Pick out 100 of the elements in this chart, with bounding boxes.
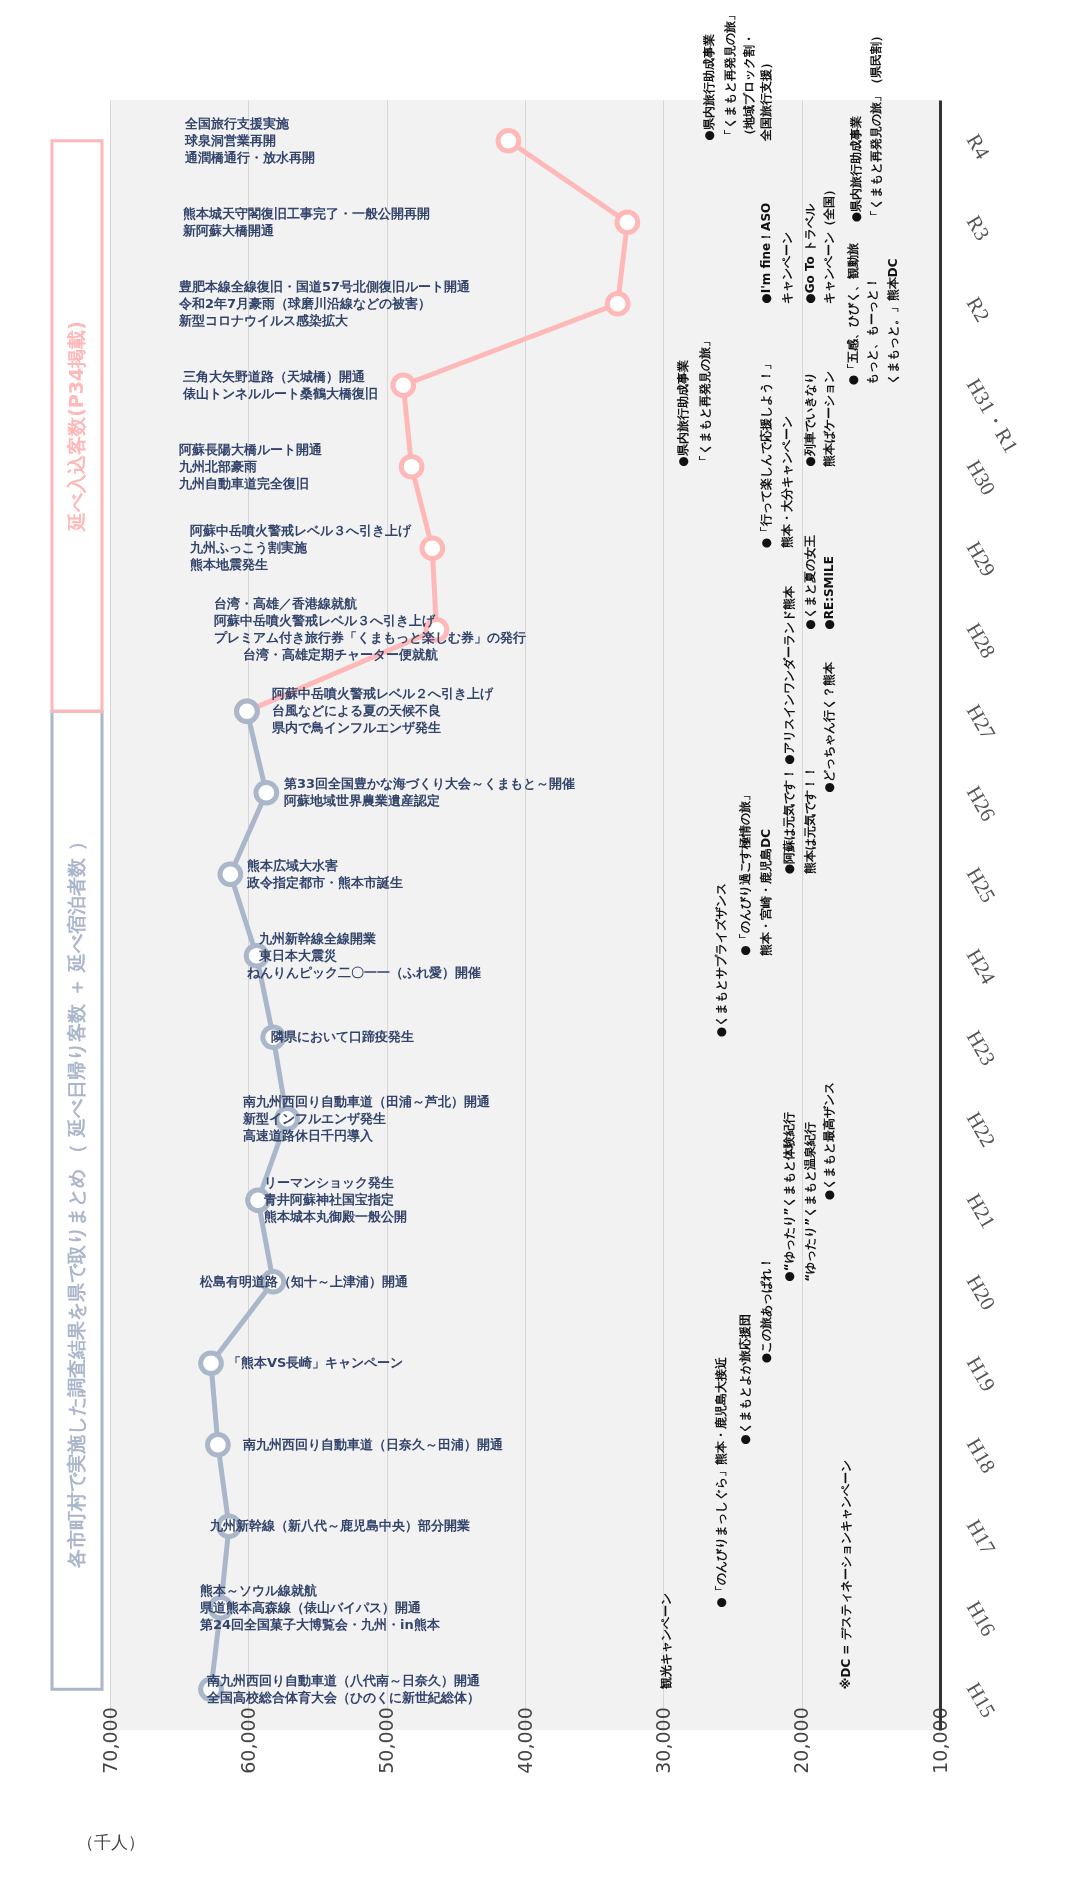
annotation: ●阿蘇は元気です！ (782, 767, 796, 875)
annotation: ●県内旅行助成事業 (676, 360, 690, 467)
point (205, 1431, 231, 1458)
annotation: 東日本大震災 (258, 947, 337, 963)
annotation: 台湾・高雄／香港線就航 (214, 596, 357, 612)
x-tick-label: 20,000 (790, 1707, 813, 1774)
annotation: ●I'm fine！ASO (759, 202, 773, 304)
annotation: 新型コロナウイルス感染拡大 (178, 312, 349, 328)
annotation: 令和2年7月豪雨（球磨川沿線などの被害） (178, 295, 432, 311)
annotation: 豊肥本線全線復旧・国道57号北側復旧ルート開通 (178, 278, 472, 294)
annotation: ねんりんピック二〇一一（ふれ愛）開催 (247, 964, 481, 980)
annotation: 阿蘇中岳噴火警戒レベル３へ引き上げ (214, 613, 436, 629)
annotation: くまもっと。」熊本DC (886, 258, 900, 386)
annotation: 熊本ばケーション (822, 370, 836, 467)
annotation: 青井阿蘇神社国宝指定 (263, 1192, 394, 1208)
annotation: キャンペーン（全国） (822, 183, 836, 304)
annotation: 隣県において口蹄疫発生 (271, 1029, 414, 1045)
annotation: ●県内旅行助成事業 (849, 115, 863, 223)
annotation: 球泉洞営業再開 (184, 132, 276, 148)
annotation: 第33回全国豊かな海づくり大会～くまもと～開催 (283, 776, 576, 792)
annotation: 通潤橋通行・放水再開 (184, 149, 315, 165)
annotation: 全国旅行支援実施 (184, 115, 290, 131)
annotation: 観光キャンペーン (659, 1593, 673, 1691)
annotation: ●県内旅行助成事業 (702, 34, 716, 141)
annotation: 台湾・高雄定期チャーター便就航 (243, 647, 438, 663)
annotation: 阿蘇中岳噴火警戒レベル２へ引き上げ (272, 686, 494, 702)
annotation: ●「行って楽しんで応援しよう！」 (759, 357, 773, 549)
point (604, 290, 631, 317)
x-tick-label: 40,000 (513, 1707, 536, 1774)
y-tick-label: R4 (961, 129, 995, 164)
annotation: プレミアム付き旅行券「くまもっと楽しむ券」の発行 (214, 630, 526, 646)
annotation: ●くまもとよか旅応援団 (738, 1314, 752, 1445)
annotation: 県内で鳥インフルエンザ発生 (271, 720, 441, 736)
annotation: 新型インフルエンザ発生 (242, 1110, 386, 1126)
annotation: 熊本城本丸御殿一般公開 (264, 1209, 407, 1225)
annotation: 阿蘇長陽大橋ルート開通 (179, 441, 323, 457)
point (398, 453, 425, 480)
annotation: 熊本～ソウル線就航 (200, 1582, 317, 1598)
annotation: ●「五感、ひびく、観動旅 (846, 241, 860, 386)
annotation: 全国旅行支援） (759, 56, 773, 142)
annotation: リーマンショック発生 (264, 1175, 394, 1191)
annotation: 第24回全国菓子大博覧会・九州・in熊本 (199, 1616, 441, 1632)
x-axis-title: （千人） (76, 1831, 145, 1852)
point (217, 861, 244, 888)
annotation: ●くまと夏の女王 (803, 535, 817, 630)
annotation: 熊本城天守閣復旧工事完了・一般公開再開 (183, 205, 430, 221)
annotation: 熊本地震発生 (190, 557, 268, 573)
annotation: 「くまもと再発見の旅」 (723, 8, 737, 141)
annotation: 松島有明道路（知十～上津浦）開通 (199, 1273, 409, 1289)
annotation: 政令指定都市・熊本市誕生 (246, 874, 403, 890)
annotation: ●“ゆったり”くまもと体験紀行 (782, 1111, 796, 1282)
annotation: 新阿蘇大橋開通 (182, 222, 275, 238)
point (253, 779, 280, 806)
x-tick-label: 50,000 (375, 1707, 398, 1774)
annotation: 熊本・宮崎・鹿児島DC (759, 828, 773, 956)
annotation: ●くまもと最高ザンス (822, 1081, 836, 1201)
y-tick-label: H27 (961, 700, 1001, 744)
annotation: 九州新幹線全線開業 (258, 930, 376, 946)
annotation: 九州ふっこう割実施 (189, 540, 308, 556)
x-tick-label: 60,000 (236, 1707, 259, 1774)
annotation: “ゆったり”くまもと温泉紀行 (803, 1121, 817, 1282)
annotation: ●この旅あっぱれ！ (759, 1256, 773, 1364)
point (198, 1350, 224, 1377)
annotation: 「くまもと再発見の旅」 (698, 334, 712, 467)
x-tick-label: 30,000 (651, 1707, 674, 1774)
x-tick-label: 70,000 (98, 1707, 121, 1774)
annotation: ※DC = デスティネーションキャンペーン (839, 1460, 853, 1690)
annotation: 九州新幹線（新八代～鹿児島中央）部分開業 (209, 1518, 470, 1534)
annotation: 九州北部豪雨 (178, 458, 257, 474)
point (419, 535, 446, 562)
annotation: ●くまもとサプライズザンス (714, 882, 728, 1038)
annotation: 「くまもと再発見の旅」（県民割） (869, 30, 883, 223)
annotation: ●アリスインワンダーランド熊本 (782, 585, 796, 765)
annotation: 「熊本VS長崎」キャンペーン (228, 1355, 404, 1371)
text: 各市町村で実施した調査結果を県で取りまとめ （ 延べ日帰り客数 ＋ 延べ宿泊者数 ） (65, 832, 87, 1570)
y-tick-label: H17 (961, 1515, 1001, 1559)
annotation: 三角大矢野道路（天城橋）開通 (183, 368, 366, 384)
annotation: もっと、もーっと！ (865, 277, 879, 386)
annotation: 俵山トンネルルート桑鶴大橋復旧 (182, 385, 378, 401)
annotation: 南九州西回り自動車道（田浦～芦北）開通 (242, 1093, 491, 1109)
y-tick-label: R2 (961, 292, 995, 326)
point (390, 372, 417, 399)
annotation: ●列車でいきなり (803, 372, 817, 467)
annotation: 台風などによる夏の天候不良 (272, 703, 441, 719)
annotation: 阿蘇地域世界農業遺産認定 (284, 793, 440, 809)
annotation: キャンペーン (780, 231, 794, 304)
annotation: 阿蘇中岳噴火警戒レベル３へ引き上げ (190, 523, 412, 539)
annotation: ●「のんびりまっしぐら」熊本・鹿児島大接近 (714, 1356, 728, 1608)
annotation: 南九州西回り自動車道（日奈久～田浦）開通 (242, 1436, 504, 1452)
annotation: ●どっちゃん行く？熊本 (822, 661, 836, 793)
annotation: ●RE:SMILE (822, 556, 836, 630)
annotation: （地域ブロック割・ (742, 32, 756, 141)
annotation: 熊本・大分キャンペーン (780, 416, 794, 549)
point (614, 209, 641, 236)
annotation: 熊本は元気です！！ (803, 766, 817, 875)
point (495, 127, 522, 154)
annotation: 九州自動車道完全復旧 (178, 475, 309, 491)
annotation: 県道熊本高森線（俵山バイパス）開通 (199, 1599, 422, 1615)
annotation: 高速道路休日千円導入 (243, 1127, 374, 1143)
text: 延べ入込客数(P34掲載) (65, 321, 87, 533)
